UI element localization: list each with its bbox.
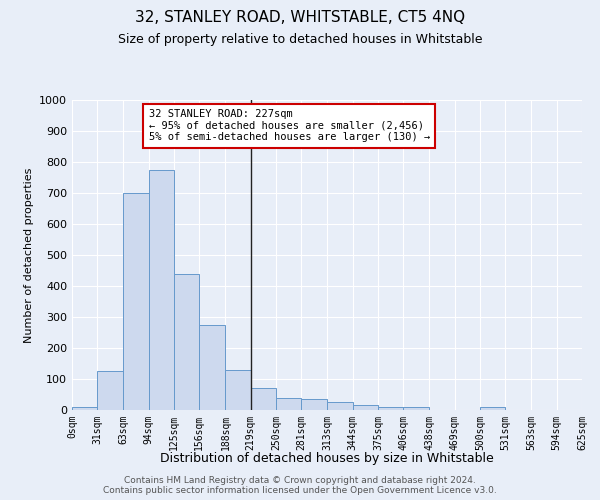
Text: 32, STANLEY ROAD, WHITSTABLE, CT5 4NQ: 32, STANLEY ROAD, WHITSTABLE, CT5 4NQ xyxy=(135,10,465,25)
Bar xyxy=(199,325,226,410)
Bar xyxy=(124,193,149,410)
Bar xyxy=(301,399,328,410)
Text: Distribution of detached houses by size in Whitstable: Distribution of detached houses by size … xyxy=(160,452,494,465)
Bar xyxy=(251,388,276,410)
Bar xyxy=(149,170,174,410)
Bar xyxy=(72,407,97,410)
Bar xyxy=(226,370,251,410)
Text: Size of property relative to detached houses in Whitstable: Size of property relative to detached ho… xyxy=(118,32,482,46)
Bar xyxy=(276,398,301,410)
Text: 32 STANLEY ROAD: 227sqm
← 95% of detached houses are smaller (2,456)
5% of semi-: 32 STANLEY ROAD: 227sqm ← 95% of detache… xyxy=(149,110,430,142)
Y-axis label: Number of detached properties: Number of detached properties xyxy=(23,168,34,342)
Bar xyxy=(328,402,353,410)
Bar xyxy=(353,406,378,410)
Bar xyxy=(378,407,403,410)
Bar xyxy=(97,371,124,410)
Bar xyxy=(403,407,430,410)
Bar xyxy=(174,274,199,410)
Bar xyxy=(480,407,505,410)
Text: Contains HM Land Registry data © Crown copyright and database right 2024.
Contai: Contains HM Land Registry data © Crown c… xyxy=(103,476,497,495)
